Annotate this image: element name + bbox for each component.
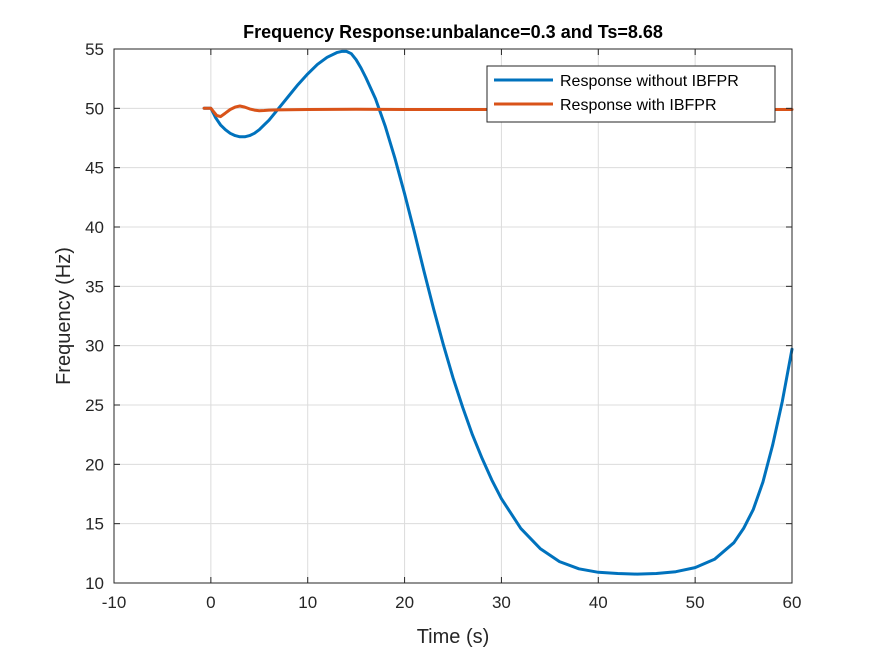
chart-title: Frequency Response:unbalance=0.3 and Ts=… [243, 22, 663, 42]
x-axis-label: Time (s) [417, 626, 490, 648]
axis-ticks: -10 0 10 20 30 40 50 60 10 15 20 25 30 35 40 45 50 55 [85, 40, 801, 612]
x-tick-label: 30 [492, 593, 511, 612]
series-group [202, 49, 794, 576]
y-tick-label: 20 [85, 455, 104, 474]
x-tick-label: 40 [589, 593, 608, 612]
y-tick-label: 30 [85, 337, 104, 356]
y-tick-label: 40 [85, 218, 104, 237]
y-tick-label: 25 [85, 396, 104, 415]
series-line-without-ibfpr [202, 49, 794, 576]
y-tick-label: 50 [85, 99, 104, 118]
y-tick-label: 45 [85, 159, 104, 178]
x-tick-label: 0 [206, 593, 215, 612]
legend-box [486, 65, 776, 123]
x-tick-label: 50 [686, 593, 705, 612]
y-tick-label: 15 [85, 515, 104, 534]
y-tick-label: 35 [85, 277, 104, 296]
y-axis-label: Frequency (Hz) [53, 247, 75, 385]
x-tick-label: 60 [783, 593, 802, 612]
legend-label-without-ibfpr: Response without IBFPR [560, 73, 739, 90]
legend: Response without IBFPR Response with IBF… [486, 65, 776, 123]
x-tick-label: -10 [102, 593, 127, 612]
legend-label-with-ibfpr: Response with IBFPR [560, 97, 717, 114]
y-tick-label: 55 [85, 40, 104, 59]
x-tick-label: 10 [298, 593, 317, 612]
plot-border [113, 48, 793, 584]
y-tick-label: 10 [85, 574, 104, 593]
plot-area [114, 49, 792, 583]
x-tick-label: 20 [395, 593, 414, 612]
series-line-with-ibfpr [202, 104, 794, 119]
